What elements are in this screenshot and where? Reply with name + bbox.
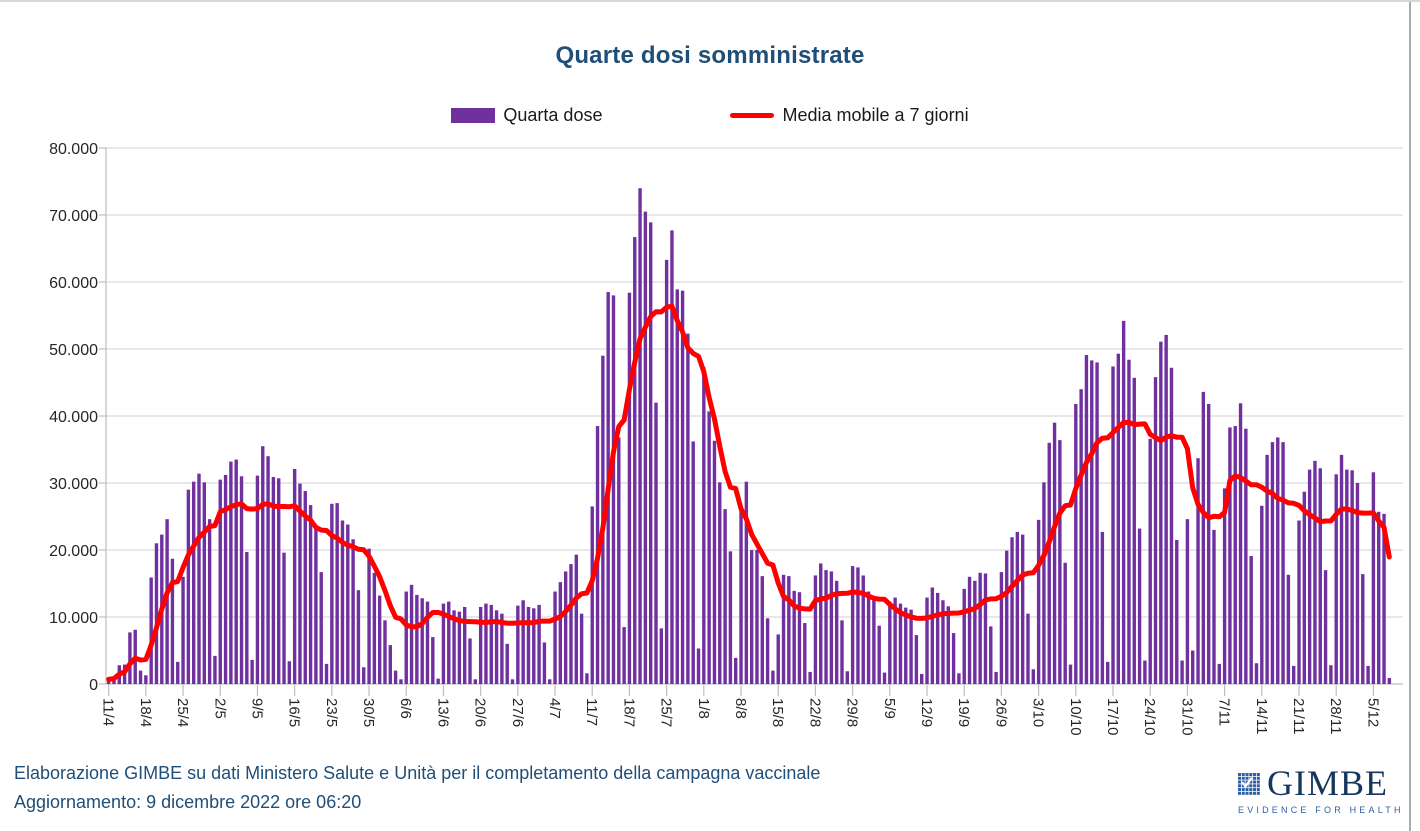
gimbe-logo: GIMBE EVIDENCE FOR HEALTH bbox=[1238, 763, 1404, 815]
x-tick-label: 10/10 bbox=[1067, 698, 1084, 736]
x-tick-label: 1/8 bbox=[695, 698, 712, 719]
logo-name: GIMBE bbox=[1267, 763, 1388, 803]
y-tick-label: 30.000 bbox=[49, 476, 98, 493]
x-tick-label: 18/7 bbox=[620, 698, 637, 727]
y-tick-label: 40.000 bbox=[49, 409, 98, 426]
x-tick-label: 8/8 bbox=[732, 698, 749, 719]
x-tick-label: 20/6 bbox=[472, 698, 489, 727]
x-tick-label: 22/8 bbox=[806, 698, 823, 727]
x-tick-label: 18/4 bbox=[137, 698, 154, 727]
y-tick-label: 70.000 bbox=[49, 208, 98, 225]
line-swatch-icon bbox=[730, 113, 775, 118]
x-tick-label: 15/8 bbox=[769, 698, 786, 727]
legend-item-quarta-dose: Quarta dose bbox=[451, 105, 602, 126]
footer-source-line: Elaborazione GIMBE su dati Ministero Sal… bbox=[14, 763, 821, 783]
bar-swatch-icon bbox=[451, 108, 496, 123]
x-tick-label: 25/7 bbox=[658, 698, 675, 727]
x-tick-label: 11/4 bbox=[100, 698, 117, 726]
x-tick-label: 19/9 bbox=[955, 698, 972, 727]
x-tick-label: 31/10 bbox=[1178, 698, 1195, 736]
moving-average-line bbox=[106, 303, 1392, 682]
y-tick-label: 20.000 bbox=[49, 543, 98, 560]
y-tick-label: 50.000 bbox=[49, 342, 98, 359]
y-tick-label: 10.000 bbox=[49, 610, 98, 627]
y-tick-label: 80.000 bbox=[49, 141, 98, 158]
x-tick-label: 12/9 bbox=[918, 698, 935, 727]
x-tick-label: 14/11 bbox=[1253, 698, 1270, 734]
chart-legend: Quarta dose Media mobile a 7 giorni bbox=[0, 105, 1420, 126]
x-tick-label: 4/7 bbox=[546, 698, 563, 719]
x-tick-label: 6/6 bbox=[397, 698, 414, 719]
logo-tagline: EVIDENCE FOR HEALTH bbox=[1238, 805, 1404, 815]
x-tick-label: 25/4 bbox=[174, 698, 191, 727]
x-tick-label: 5/12 bbox=[1364, 698, 1381, 727]
x-tick-label: 16/5 bbox=[286, 698, 303, 727]
x-tick-label: 23/5 bbox=[323, 698, 340, 727]
x-tick-label: 24/10 bbox=[1141, 698, 1158, 736]
x-tick-label: 2/5 bbox=[211, 698, 228, 719]
x-tick-label: 3/10 bbox=[1030, 698, 1047, 727]
bars-quarta-dose bbox=[106, 188, 1392, 685]
x-tick-label: 28/11 bbox=[1327, 698, 1344, 734]
footer-update-line: Aggiornamento: 9 dicembre 2022 ore 06:20 bbox=[14, 792, 362, 812]
x-tick-label: 5/9 bbox=[881, 698, 898, 719]
x-tick-label: 17/10 bbox=[1104, 698, 1121, 736]
x-tick-label: 29/8 bbox=[844, 698, 861, 727]
y-tick-label: 60.000 bbox=[49, 275, 98, 292]
x-tick-label: 30/5 bbox=[360, 698, 377, 727]
legend-label: Quarta dose bbox=[503, 105, 603, 125]
x-tick-label: 21/11 bbox=[1290, 698, 1307, 734]
footer: Elaborazione GIMBE su dati Ministero Sal… bbox=[14, 759, 820, 817]
legend-label: Media mobile a 7 giorni bbox=[782, 105, 969, 125]
x-tick-label: 11/7 bbox=[583, 698, 600, 726]
x-tick-label: 13/6 bbox=[434, 698, 451, 727]
page-title: Quarte dosi somministrate bbox=[555, 42, 865, 69]
x-tick-label: 7/11 bbox=[1216, 698, 1233, 726]
y-tick-label: 0 bbox=[89, 677, 98, 694]
check-grid-icon bbox=[1238, 773, 1260, 795]
window-edge bbox=[1409, 2, 1411, 831]
x-tick-label: 26/9 bbox=[992, 698, 1009, 727]
legend-item-media-mobile: Media mobile a 7 giorni bbox=[730, 105, 969, 126]
x-tick-label: 27/6 bbox=[509, 698, 526, 727]
x-tick-label: 9/5 bbox=[248, 698, 265, 719]
